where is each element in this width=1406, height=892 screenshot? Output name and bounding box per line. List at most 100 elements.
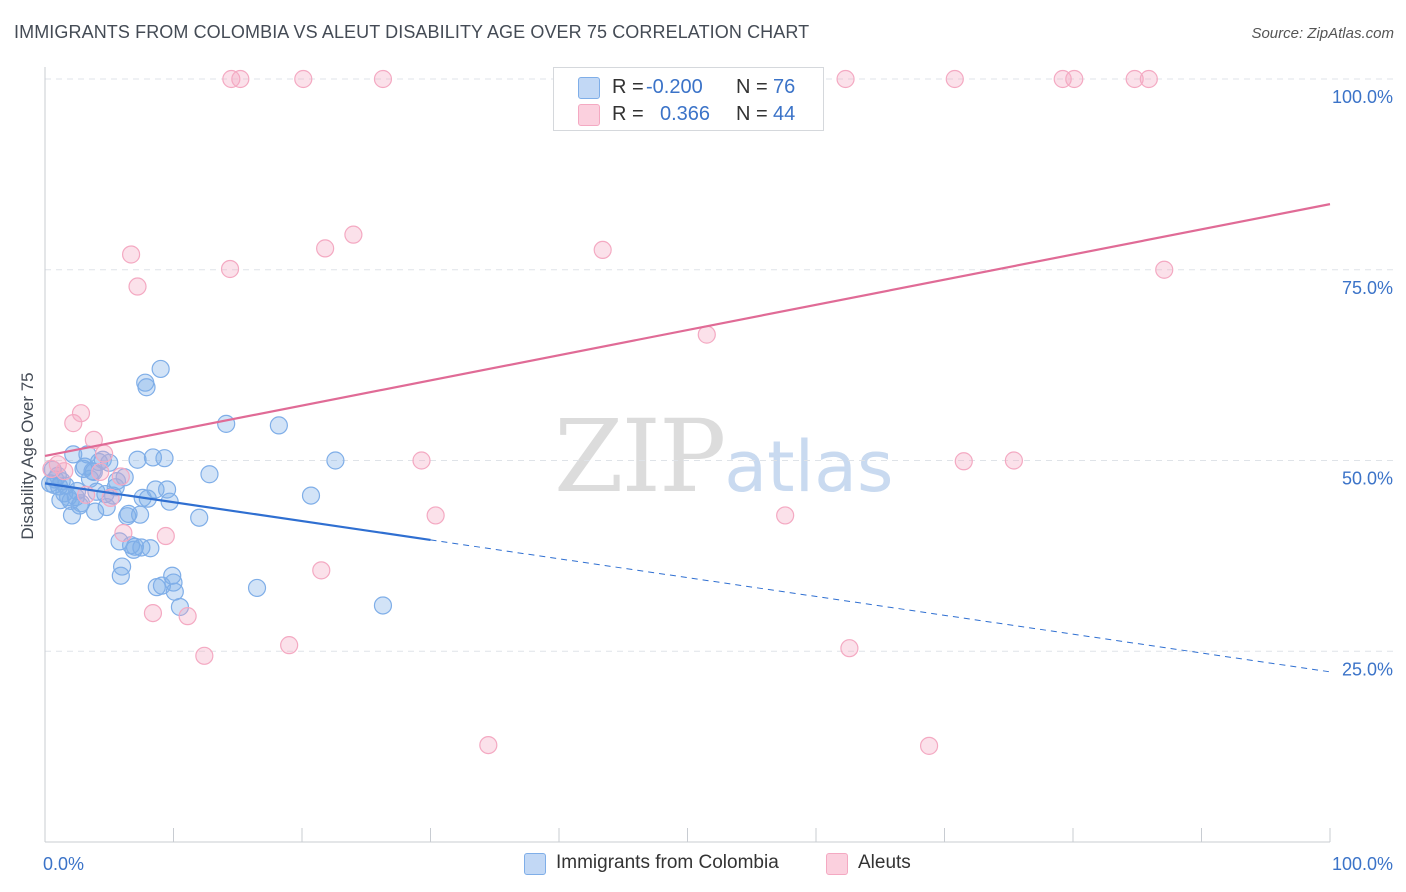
data-point (91, 462, 110, 482)
series-aleuts (42, 69, 1174, 755)
watermark-zip: ZIP (554, 398, 726, 515)
data-point (247, 578, 267, 598)
data-point (128, 277, 147, 296)
data-point (178, 607, 197, 626)
data-point (301, 486, 321, 505)
x-tick-label: 0.0% (43, 854, 84, 874)
data-point (156, 526, 175, 546)
data-point (316, 239, 335, 258)
data-point (137, 378, 156, 397)
data-point (280, 636, 299, 655)
data-point (71, 404, 91, 423)
trend-line-aleuts (44, 203, 1331, 458)
x-tick-label: 100.0% (1332, 854, 1393, 874)
data-point (55, 462, 74, 481)
legend-swatch-colombia (578, 77, 600, 99)
trend-lines (44, 203, 1331, 673)
trend-line-extension-colombia (430, 539, 1331, 673)
data-point (1125, 69, 1144, 89)
data-point (919, 736, 939, 755)
data-point (373, 596, 393, 615)
data-point (200, 465, 219, 484)
legend-n-value: 76 (773, 76, 796, 98)
data-point (141, 539, 160, 558)
data-point (220, 259, 240, 279)
legend-r-label: R = (612, 76, 644, 98)
data-point (945, 69, 964, 89)
data-point (111, 566, 130, 585)
y-tick-label: 25.0% (1342, 659, 1393, 679)
data-point (954, 452, 973, 471)
axes (44, 67, 1331, 843)
data-point (217, 414, 236, 433)
data-points (41, 69, 1174, 755)
data-point (373, 69, 393, 89)
watermark-atlas: atlas (724, 426, 894, 508)
data-point (231, 69, 250, 89)
data-point (114, 523, 133, 543)
data-point (97, 497, 116, 517)
data-point (151, 359, 170, 379)
data-point (84, 462, 103, 482)
data-point (48, 455, 67, 474)
data-point (344, 225, 363, 244)
legend-label-colombia: Immigrants from Colombia (556, 852, 779, 873)
data-point (479, 735, 498, 755)
data-point (164, 573, 183, 592)
data-point (1004, 451, 1023, 470)
y-tick-label: 50.0% (1342, 469, 1393, 489)
tick-labels: 25.0% 50.0% 75.0% 100.0% 0.0% 100.0% (43, 87, 1393, 874)
data-point (155, 449, 174, 468)
grid-lines (45, 78, 1395, 652)
legend-n-label: N = (736, 103, 768, 125)
data-point (95, 444, 114, 463)
data-point (195, 646, 214, 665)
data-point (130, 505, 150, 524)
data-point (312, 561, 331, 580)
data-point (593, 240, 612, 260)
data-point (697, 325, 716, 344)
trend-line-colombia (44, 482, 431, 542)
data-point (83, 462, 102, 481)
data-point (121, 245, 141, 264)
legend-n-value: 44 (773, 103, 796, 125)
data-point (125, 537, 145, 556)
legend-swatch-colombia (524, 853, 546, 875)
data-point (294, 69, 313, 89)
legend-swatch-aleuts (578, 104, 600, 126)
chart-title: IMMIGRANTS FROM COLOMBIA VS ALEUT DISABI… (14, 22, 810, 42)
y-tick-label: 100.0% (1332, 87, 1393, 107)
data-point (836, 69, 855, 89)
source-label: Source: ZipAtlas.com (1251, 25, 1394, 42)
legend-r-label: R = (612, 103, 644, 125)
watermark: ZIPatlas (554, 398, 893, 515)
data-point (426, 506, 445, 525)
legend-label-aleuts: Aleuts (858, 852, 911, 873)
data-point (106, 478, 125, 497)
data-point (1155, 260, 1174, 279)
data-point (1139, 69, 1158, 89)
data-point (112, 557, 132, 576)
stats-legend: R = -0.200 N = 76 R = 0.366 N = 44 (553, 67, 824, 131)
data-point (412, 451, 431, 470)
data-point (326, 451, 345, 470)
legend-n-label: N = (736, 76, 768, 98)
data-point (269, 416, 288, 435)
data-point (190, 508, 209, 527)
legend-r-value: -0.200 (646, 76, 703, 98)
data-point (84, 430, 103, 449)
y-tick-label: 75.0% (1342, 278, 1393, 298)
data-point (165, 582, 184, 601)
data-point (170, 597, 190, 617)
data-point (86, 502, 105, 521)
data-point (128, 450, 147, 469)
data-point (1065, 69, 1084, 89)
data-point (62, 506, 82, 525)
data-point (840, 639, 859, 658)
legend-r-value: 0.366 (660, 103, 711, 125)
data-point (111, 467, 130, 486)
data-point (143, 603, 163, 623)
data-point (64, 414, 83, 433)
series-colombia (41, 359, 393, 617)
